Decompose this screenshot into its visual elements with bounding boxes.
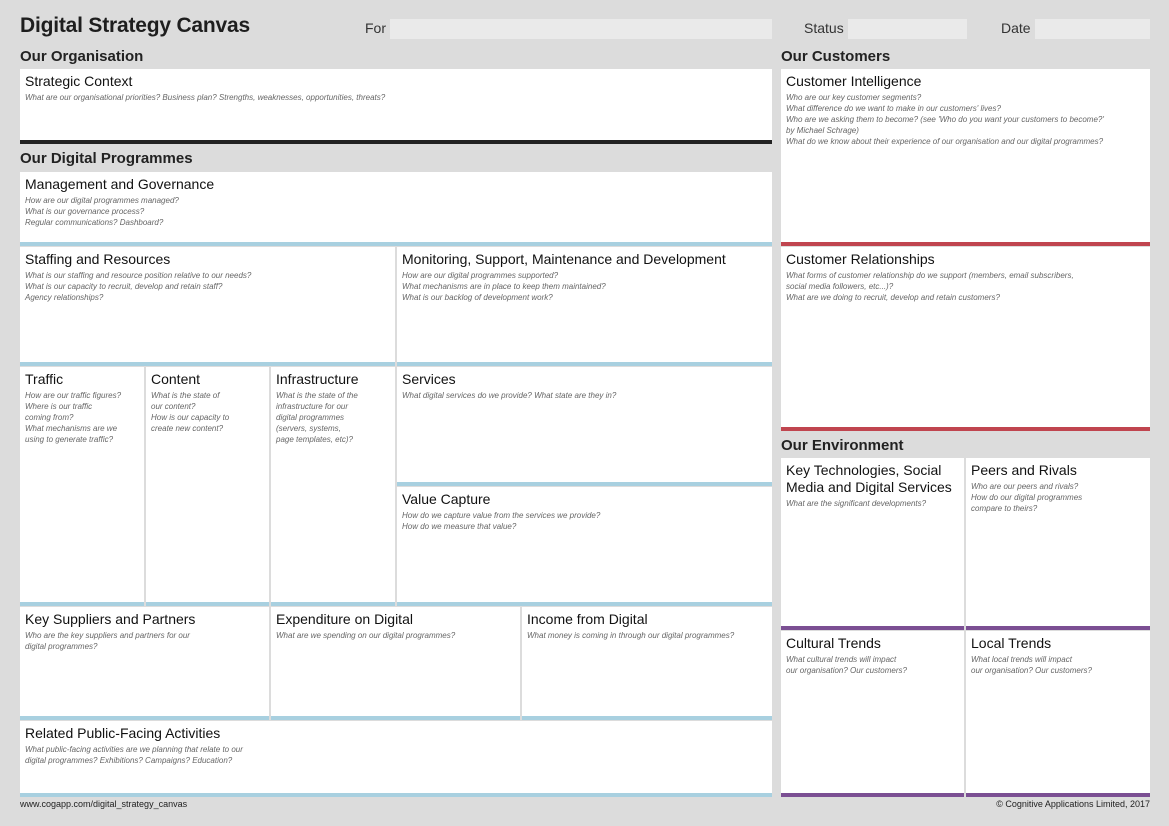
- box-questions: What forms of customer relationship do w…: [786, 271, 1074, 302]
- box-cultural-trends[interactable]: Cultural Trends What cultural trends wil…: [781, 631, 964, 797]
- box-content[interactable]: Content What is the state of our content…: [146, 367, 269, 606]
- box-customer-relationships[interactable]: Customer Relationships What forms of cus…: [781, 247, 1150, 431]
- status-field[interactable]: [848, 19, 967, 39]
- box-questions: What digital services do we provide? Wha…: [402, 391, 617, 400]
- status-label: Status: [804, 20, 844, 36]
- box-questions: Who are our peers and rivals? How do our…: [971, 482, 1083, 513]
- box-title: Local Trends: [971, 635, 1052, 651]
- box-management-governance[interactable]: Management and Governance How are our di…: [20, 172, 772, 246]
- box-title: Value Capture: [402, 491, 491, 507]
- box-title: Key Technologies, Social Media and Digit…: [786, 462, 952, 495]
- box-title: Services: [402, 371, 456, 387]
- box-questions: What is the state of the infrastructure …: [276, 391, 358, 444]
- box-expenditure[interactable]: Expenditure on Digital What are we spend…: [271, 607, 520, 720]
- section-our-customers: Our Customers: [781, 48, 891, 65]
- box-questions: What are we spending on our digital prog…: [276, 631, 456, 640]
- box-customer-intelligence[interactable]: Customer Intelligence Who are our key cu…: [781, 69, 1150, 246]
- footer-url[interactable]: www.cogapp.com/digital_strategy_canvas: [20, 799, 188, 809]
- box-questions: What local trends will impact our organi…: [971, 655, 1092, 675]
- box-questions: How are our traffic figures? Where is ou…: [25, 391, 122, 444]
- box-staffing-resources[interactable]: Staffing and Resources What is our staff…: [20, 247, 395, 366]
- box-questions: What is the state of our content? How is…: [151, 391, 230, 433]
- box-local-trends[interactable]: Local Trends What local trends will impa…: [966, 631, 1150, 797]
- for-field[interactable]: [390, 19, 772, 39]
- section-our-environment: Our Environment: [781, 437, 904, 454]
- box-questions: Who are our key customer segments? What …: [786, 93, 1104, 146]
- box-services[interactable]: Services What digital services do we pro…: [397, 367, 772, 486]
- box-value-capture[interactable]: Value Capture How do we capture value fr…: [397, 487, 772, 606]
- box-title: Strategic Context: [25, 73, 133, 89]
- box-key-technologies[interactable]: Key Technologies, Social Media and Digit…: [781, 458, 964, 630]
- box-title: Income from Digital: [527, 611, 648, 627]
- box-monitoring-support[interactable]: Monitoring, Support, Maintenance and Dev…: [397, 247, 772, 366]
- box-title: Staffing and Resources: [25, 251, 171, 267]
- box-questions: What money is coming in through our digi…: [527, 631, 735, 640]
- section-our-digital-programmes: Our Digital Programmes: [20, 150, 193, 167]
- box-questions: What is our staffing and resource positi…: [25, 271, 252, 302]
- box-questions: What are our organisational priorities? …: [25, 93, 386, 102]
- box-title: Management and Governance: [25, 176, 215, 192]
- footer-copyright: © Cognitive Applications Limited, 2017: [996, 799, 1150, 809]
- box-questions: Who are the key suppliers and partners f…: [25, 631, 190, 651]
- box-traffic[interactable]: Traffic How are our traffic figures? Whe…: [20, 367, 144, 606]
- box-title: Monitoring, Support, Maintenance and Dev…: [402, 251, 726, 267]
- box-title: Peers and Rivals: [971, 462, 1077, 478]
- box-strategic-context[interactable]: Strategic Context What are our organisat…: [20, 69, 772, 144]
- box-title: Key Suppliers and Partners: [25, 611, 196, 627]
- box-title: Customer Relationships: [786, 251, 935, 267]
- box-title: Related Public-Facing Activities: [25, 725, 221, 741]
- box-title: Content: [151, 371, 201, 387]
- section-our-organisation: Our Organisation: [20, 48, 144, 65]
- box-title: Infrastructure: [276, 371, 359, 387]
- box-infrastructure[interactable]: Infrastructure What is the state of the …: [271, 367, 395, 606]
- box-questions: How are our digital programmes managed? …: [25, 196, 179, 227]
- for-label: For: [365, 20, 386, 36]
- box-questions: What are the significant developments?: [786, 499, 927, 508]
- box-title: Expenditure on Digital: [276, 611, 413, 627]
- box-income[interactable]: Income from Digital What money is coming…: [522, 607, 772, 720]
- box-public-facing-activities[interactable]: Related Public-Facing Activities What pu…: [20, 721, 772, 797]
- box-title: Traffic: [25, 371, 64, 387]
- box-questions: What public-facing activities are we pla…: [25, 745, 243, 765]
- box-title: Customer Intelligence: [786, 73, 922, 89]
- date-label: Date: [1001, 20, 1031, 36]
- box-title: Cultural Trends: [786, 635, 881, 651]
- box-questions: How do we capture value from the service…: [402, 511, 601, 531]
- box-key-suppliers[interactable]: Key Suppliers and Partners Who are the k…: [20, 607, 269, 720]
- box-questions: What cultural trends will impact our org…: [786, 655, 907, 675]
- box-peers-rivals[interactable]: Peers and Rivals Who are our peers and r…: [966, 458, 1150, 630]
- date-field[interactable]: [1035, 19, 1150, 39]
- page-title: Digital Strategy Canvas: [20, 14, 250, 37]
- box-questions: How are our digital programmes supported…: [402, 271, 606, 302]
